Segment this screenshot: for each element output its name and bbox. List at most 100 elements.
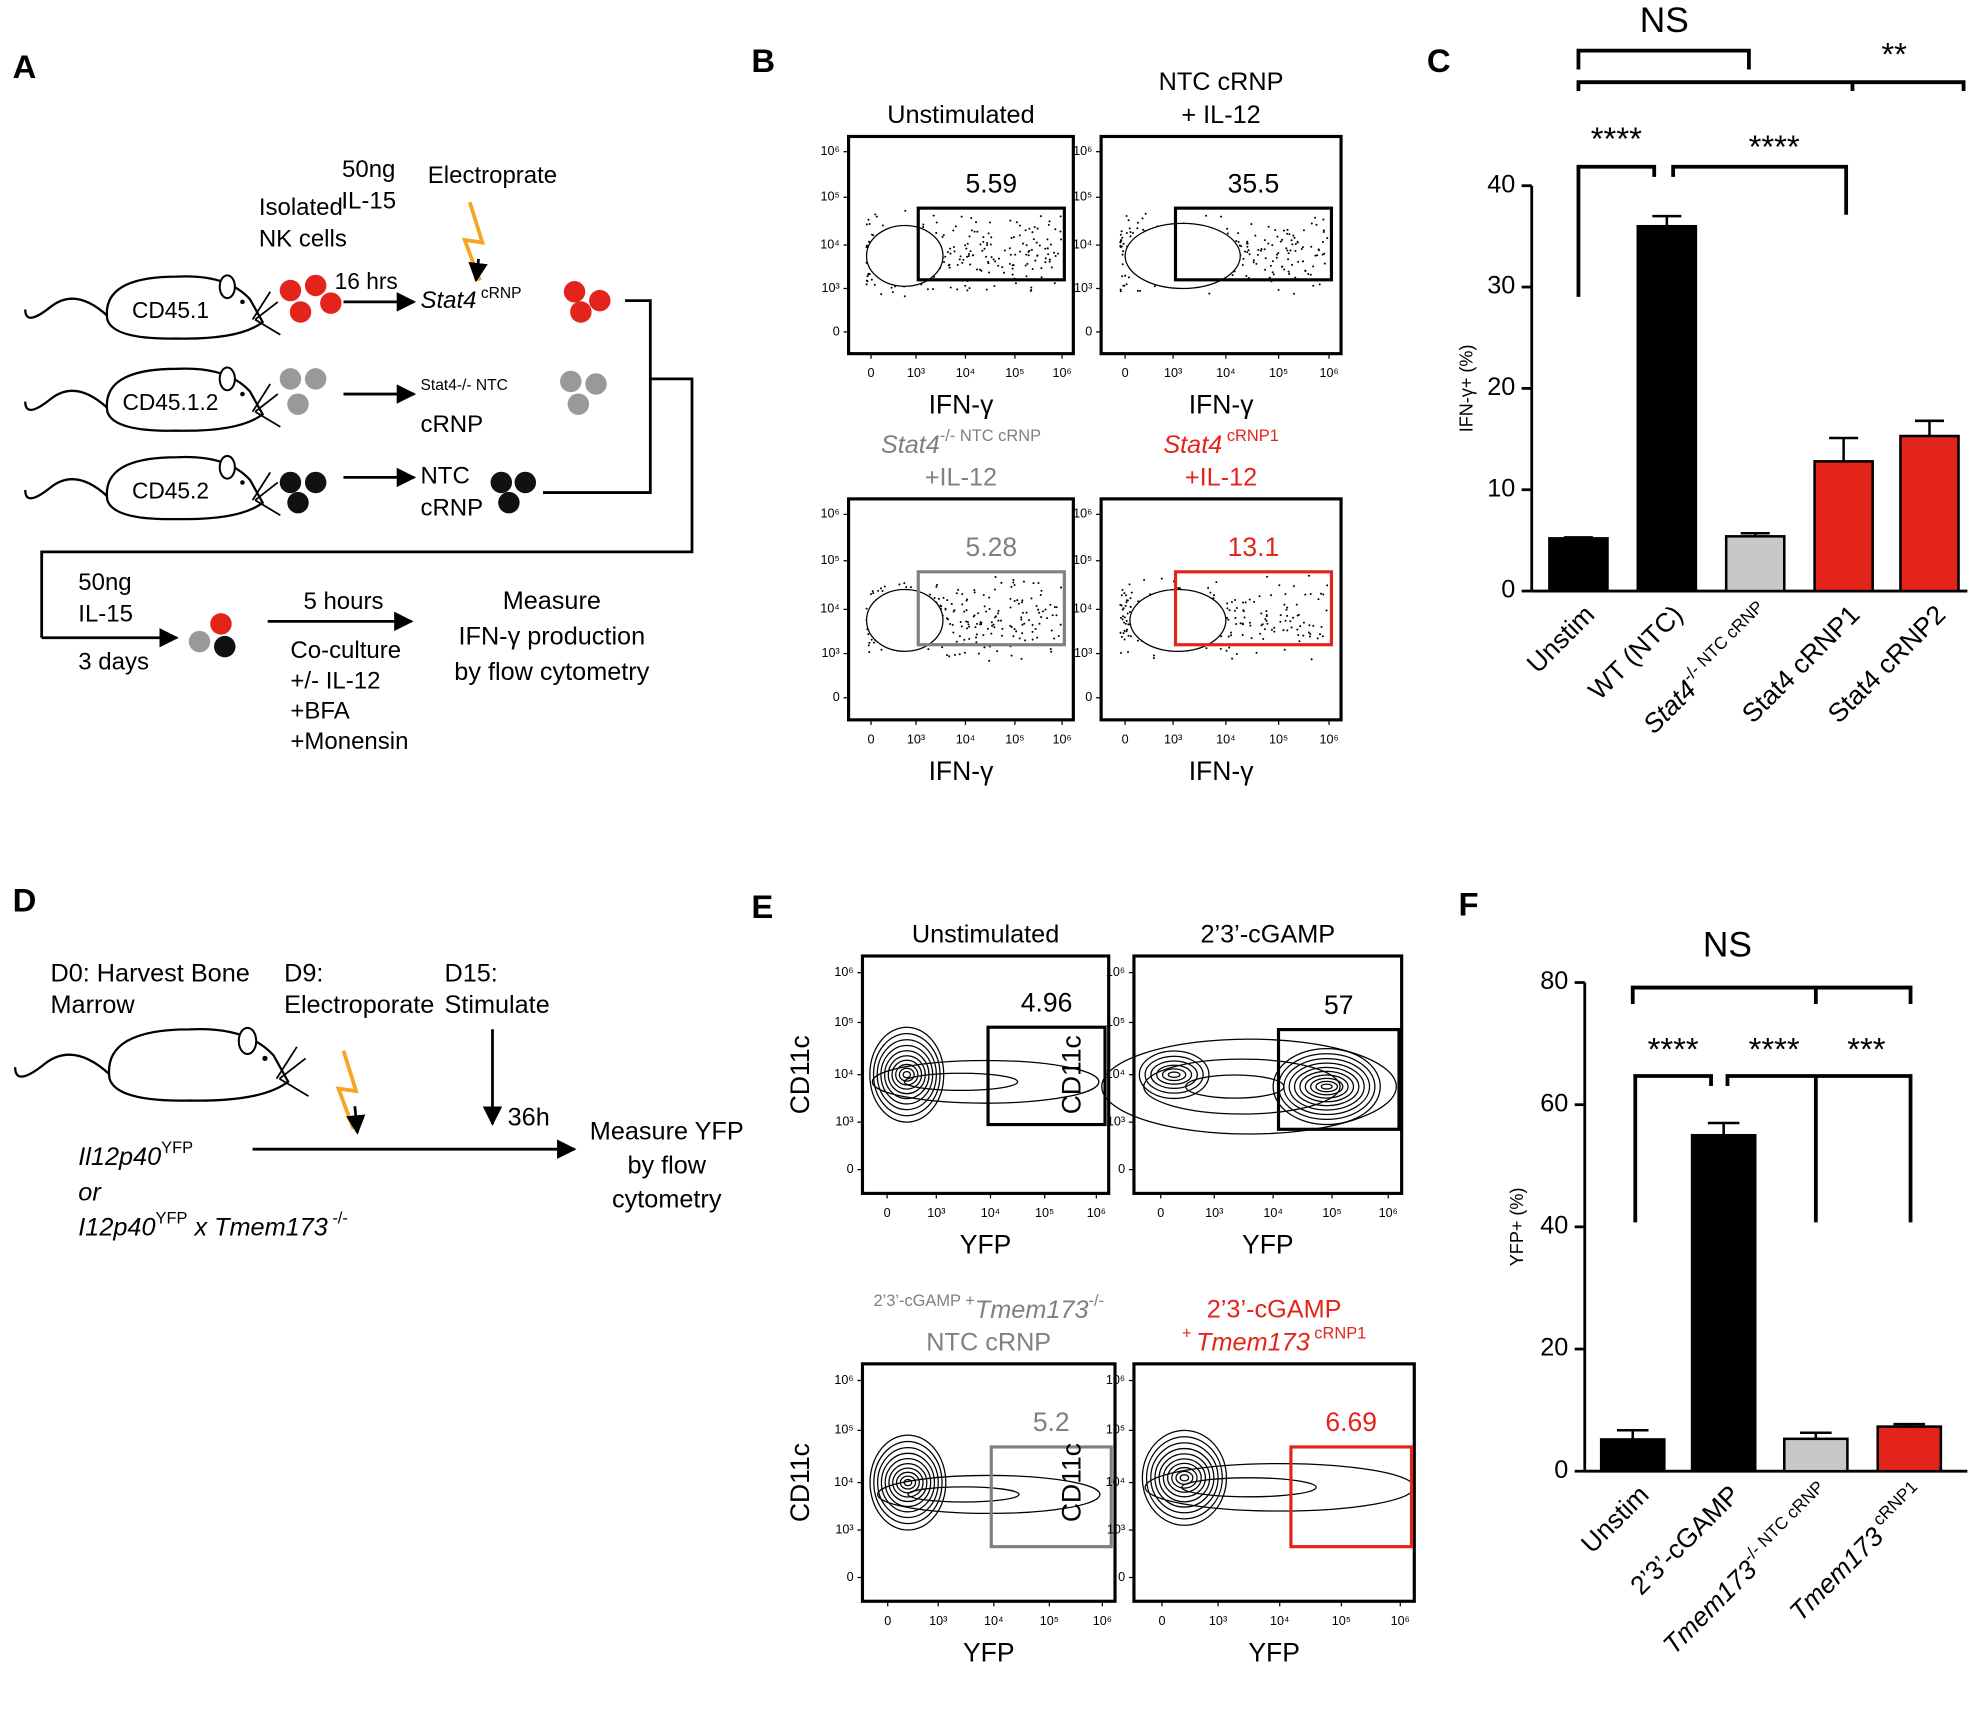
- cell: [210, 613, 232, 635]
- text-part: Tmem173: [1784, 1521, 1890, 1627]
- y-axis-label: IFN-γ+ (%): [1456, 345, 1476, 433]
- event: [1248, 253, 1251, 256]
- event: [959, 620, 962, 623]
- label: by flow cytometry: [454, 658, 649, 686]
- event: [1119, 631, 1122, 634]
- event: [1308, 635, 1311, 638]
- y-tick-label: 0: [1085, 690, 1092, 704]
- cell: [304, 471, 327, 494]
- x-tick-label: 10⁵: [1322, 1206, 1341, 1220]
- event: [1263, 239, 1266, 242]
- event: [1129, 597, 1132, 600]
- y-tick-label: 10⁵: [1106, 1015, 1125, 1029]
- event: [1321, 635, 1324, 638]
- event: [1038, 611, 1041, 614]
- event: [975, 221, 978, 224]
- event: [1044, 257, 1047, 260]
- text-part: -/-: [940, 427, 956, 445]
- event: [1207, 586, 1210, 589]
- event: [1000, 581, 1003, 584]
- event: [952, 229, 955, 232]
- contour: [1310, 1077, 1344, 1096]
- event: [941, 235, 944, 239]
- event: [867, 633, 870, 636]
- event: [1122, 284, 1125, 287]
- event: [1120, 245, 1123, 248]
- whisker: [251, 471, 271, 501]
- text-part: Stat4: [420, 377, 457, 394]
- event: [1282, 629, 1285, 632]
- event: [1247, 249, 1250, 252]
- y-tick-label: 20: [1487, 373, 1515, 401]
- event: [970, 217, 973, 220]
- event: [1230, 634, 1233, 637]
- contour: [1161, 1068, 1187, 1082]
- cell: [279, 279, 302, 302]
- event: [1003, 249, 1006, 252]
- event: [985, 610, 988, 613]
- event: [956, 288, 959, 291]
- event: [1030, 286, 1033, 289]
- y-tick-label: 0: [847, 1162, 854, 1176]
- event: [1307, 272, 1310, 275]
- event: [975, 633, 978, 636]
- axis-label: CD11c: [1056, 1035, 1086, 1114]
- x-tick-label: 0: [1158, 1614, 1165, 1628]
- bar: [1724, 535, 1786, 593]
- event: [1028, 227, 1031, 230]
- event: [1030, 248, 1033, 251]
- contour: [1288, 1062, 1365, 1111]
- connector: [40, 377, 694, 638]
- event: [973, 230, 976, 233]
- event: [1129, 635, 1132, 638]
- event: [1127, 219, 1130, 222]
- event: [1235, 623, 1238, 626]
- event: [1010, 585, 1013, 588]
- event: [949, 252, 952, 255]
- event: [1304, 269, 1307, 272]
- event: [1031, 638, 1034, 641]
- event: [1246, 245, 1249, 248]
- event: [1020, 657, 1023, 660]
- event: [967, 253, 970, 256]
- x-tick-label: 10⁴: [1216, 366, 1235, 380]
- event: [986, 241, 989, 244]
- event: [935, 221, 938, 224]
- event: [1296, 614, 1299, 617]
- event: [1059, 230, 1062, 233]
- event: [867, 218, 870, 221]
- event: [1286, 228, 1289, 231]
- event: [949, 622, 952, 625]
- event: [1286, 232, 1289, 235]
- event: [1294, 276, 1297, 279]
- event: [872, 592, 875, 595]
- event: [1020, 618, 1023, 621]
- event: [1243, 616, 1246, 619]
- event: [1235, 239, 1238, 242]
- event: [1136, 227, 1139, 230]
- event: [1294, 249, 1297, 252]
- bar: [1876, 1425, 1943, 1473]
- gate: [916, 570, 1066, 647]
- event: [979, 623, 983, 626]
- event: [1053, 637, 1056, 640]
- event: [961, 593, 964, 596]
- event: [985, 288, 988, 291]
- event: [1024, 229, 1027, 232]
- event: [958, 258, 961, 261]
- contour: [872, 1033, 941, 1117]
- event: [1050, 650, 1053, 653]
- event: [962, 258, 965, 261]
- event: [1122, 632, 1125, 635]
- event: [868, 641, 871, 644]
- x-tick-label: 10⁶: [1052, 732, 1071, 746]
- text-part: Tmem173: [1196, 1328, 1310, 1356]
- event: [1152, 657, 1155, 660]
- text-part: NTC cRNP: [1689, 596, 1767, 674]
- event: [1009, 606, 1012, 609]
- event: [1009, 219, 1012, 222]
- x-tick-label: 10³: [907, 732, 925, 746]
- y-tick-label: 0: [833, 690, 840, 704]
- event: [990, 632, 993, 635]
- event: [963, 610, 966, 613]
